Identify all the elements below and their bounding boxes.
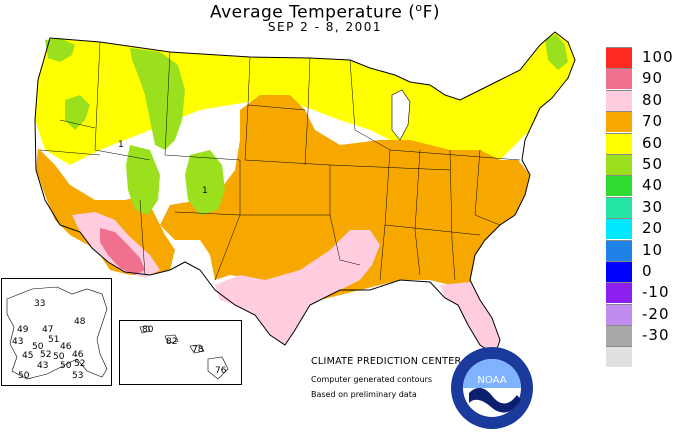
map-value-label: 1 xyxy=(118,140,124,150)
legend-label: 70 xyxy=(642,112,664,131)
alaska-value: 51 xyxy=(48,335,60,345)
legend-swatch xyxy=(606,303,632,325)
alaska-outline xyxy=(6,286,108,380)
degree-symbol: o xyxy=(415,1,423,14)
alaska-value: 48 xyxy=(74,317,86,327)
noaa-logo-text: NOAA xyxy=(477,375,506,386)
legend-row: 0 xyxy=(606,260,678,282)
alaska-value: 50 xyxy=(53,352,65,362)
legend-row: 50 xyxy=(606,153,678,175)
us-outline xyxy=(34,31,576,356)
legend-row: 70 xyxy=(606,111,678,133)
lake-michigan xyxy=(391,89,411,141)
legend-swatch xyxy=(606,239,632,261)
legend-label: 40 xyxy=(642,176,664,195)
alaska-value: 49 xyxy=(17,325,29,335)
legend-label: 0 xyxy=(642,261,653,280)
legend-swatch xyxy=(606,346,632,368)
legend-swatch xyxy=(606,111,632,133)
legend-swatch xyxy=(606,132,632,154)
alaska-value: 50 xyxy=(18,371,30,381)
credit-line-1: Computer generated contours xyxy=(311,375,433,384)
legend-swatch xyxy=(606,175,632,197)
credit-line-2: Based on preliminary data xyxy=(311,390,417,399)
legend-label: 90 xyxy=(642,69,664,88)
title-suffix: F) xyxy=(422,2,441,23)
hawaii-value: 76 xyxy=(215,366,227,376)
zone-50-60-washington xyxy=(45,38,75,62)
hawaii-value: 80 xyxy=(142,325,154,335)
credit-center: CLIMATE PREDICTION CENTER, NOAA xyxy=(311,356,497,367)
alaska-value: 50 xyxy=(60,361,72,371)
legend-label: 60 xyxy=(642,133,664,152)
alaska-value: 46 xyxy=(60,342,72,352)
legend-row: 60 xyxy=(606,132,678,154)
hawaii-value: 78 xyxy=(192,345,204,355)
legend-row: 100 xyxy=(606,47,678,68)
legend-label: 100 xyxy=(642,48,674,66)
zone-70-80-southwest xyxy=(36,148,175,275)
zone-90-100-desert xyxy=(100,228,145,275)
legend-row: 30 xyxy=(606,196,678,218)
legend-label: 80 xyxy=(642,90,664,109)
legend-label: -10 xyxy=(642,283,670,302)
legend-label: 10 xyxy=(642,240,664,259)
zone-80-90-florida xyxy=(440,282,500,355)
state-borders xyxy=(39,41,521,281)
legend-swatch xyxy=(606,196,632,218)
legend-row: -30 xyxy=(606,325,678,347)
legend-swatch xyxy=(606,218,632,240)
legend-row: -20 xyxy=(606,303,678,325)
legend-swatch xyxy=(606,282,632,304)
legend-label: 30 xyxy=(642,197,664,216)
hawaii-inset: 80 82 78 76 xyxy=(119,320,242,385)
alaska-value: 52 xyxy=(40,350,52,360)
legend-row: -10 xyxy=(606,282,678,304)
alaska-value: 50 xyxy=(32,342,44,352)
zone-50-60-maine xyxy=(545,34,568,70)
zone-50-60-colorado xyxy=(185,150,225,215)
alaska-value: 52 xyxy=(74,359,86,369)
zone-70-80-east xyxy=(160,95,530,300)
zone-50-60-montana xyxy=(130,48,185,150)
map-title: Average Temperature (oF) xyxy=(160,1,490,23)
legend-label: -30 xyxy=(642,326,670,345)
map-date-range: SEP 2 - 8, 2001 xyxy=(267,20,383,34)
title-prefix: Average Temperature ( xyxy=(209,2,416,23)
legend-swatch xyxy=(606,68,632,90)
legend-swatch xyxy=(606,153,632,175)
legend-swatch xyxy=(606,325,632,347)
temperature-legend: 100 90 80 70 60 50 40 30 20 10 0 -10 -20 -30 xyxy=(606,47,678,368)
hawaii-islands xyxy=(139,325,229,380)
zone-50-60-oregon xyxy=(65,95,90,130)
alaska-value: 43 xyxy=(12,337,24,347)
hawaii-value: 82 xyxy=(166,337,178,347)
legend-row: 40 xyxy=(606,175,678,197)
map-value-label: 1 xyxy=(202,186,208,196)
alaska-value: 53 xyxy=(72,371,84,381)
legend-row xyxy=(606,346,678,368)
alaska-value: 46 xyxy=(72,350,84,360)
alaska-value: 45 xyxy=(22,351,34,361)
legend-row: 10 xyxy=(606,239,678,261)
noaa-logo: NOAA xyxy=(451,347,533,429)
legend-swatch xyxy=(606,47,632,68)
legend-swatch xyxy=(606,89,632,111)
legend-label: 50 xyxy=(642,154,664,173)
alaska-inset: 33 48 49 47 51 43 50 46 45 52 50 46 43 5… xyxy=(1,278,112,386)
legend-swatch xyxy=(606,260,632,282)
zone-50-60-utah xyxy=(126,145,160,215)
alaska-value: 47 xyxy=(42,325,54,335)
legend-row: 20 xyxy=(606,218,678,240)
legend-row: 80 xyxy=(606,89,678,111)
alaska-value: 33 xyxy=(34,299,46,309)
legend-label: 20 xyxy=(642,219,664,238)
legend-row: 90 xyxy=(606,68,678,90)
legend-label: -20 xyxy=(642,304,670,323)
alaska-value: 43 xyxy=(37,361,49,371)
